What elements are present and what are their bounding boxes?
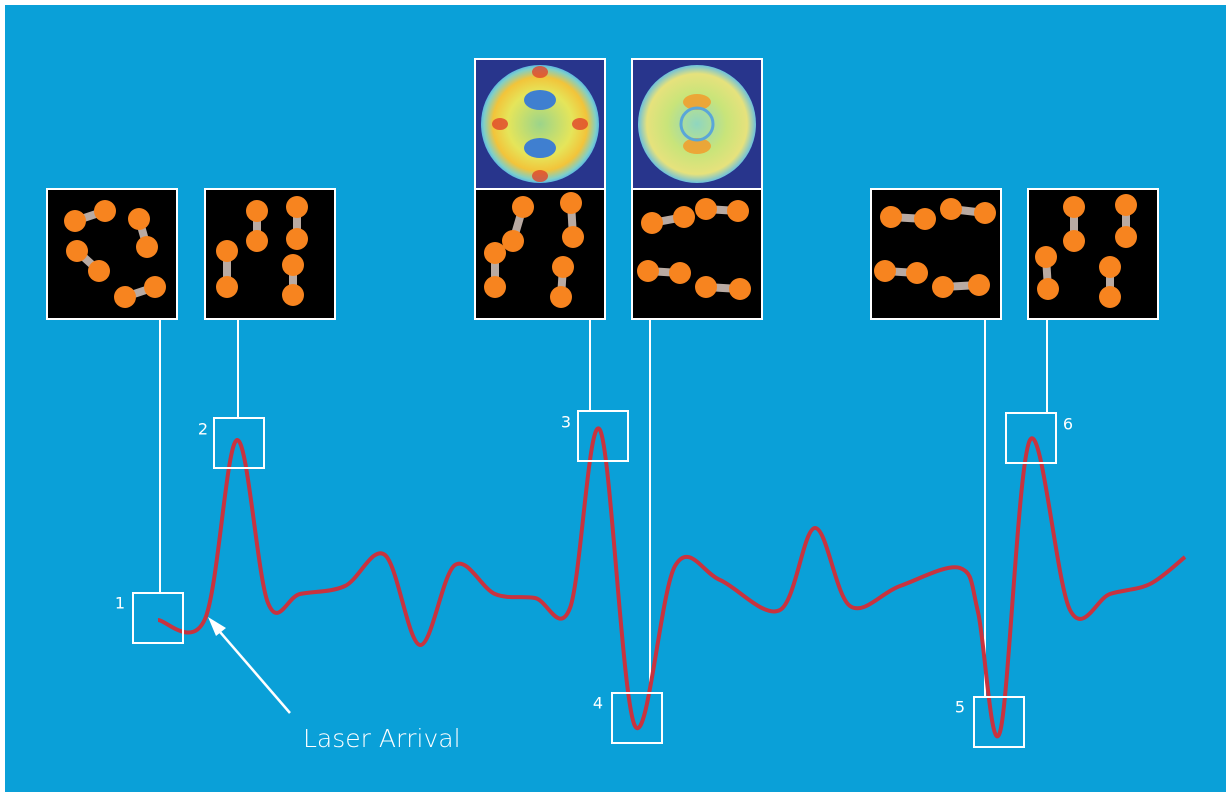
marker-box <box>1005 412 1057 464</box>
atom <box>1035 246 1057 268</box>
atom <box>1063 196 1085 218</box>
atom <box>695 276 717 298</box>
atom <box>64 210 86 232</box>
atom <box>695 198 717 220</box>
diffraction-lobe <box>524 138 556 158</box>
atom <box>932 276 954 298</box>
atom <box>282 254 304 276</box>
marker-label: 2 <box>198 420 208 439</box>
atom <box>874 260 896 282</box>
diffraction-disk <box>481 65 599 183</box>
atom <box>216 276 238 298</box>
atom <box>144 276 166 298</box>
diffraction-ring <box>679 106 715 142</box>
atom <box>906 262 928 284</box>
arrow-line <box>213 624 291 714</box>
atom <box>637 260 659 282</box>
atom <box>484 276 506 298</box>
diffraction-lobe <box>492 118 508 130</box>
atom <box>1063 230 1085 252</box>
atom <box>673 206 695 228</box>
background <box>5 5 1226 792</box>
atom <box>974 202 996 224</box>
atom <box>246 200 268 222</box>
atom <box>550 286 572 308</box>
markers: 1 2 3 4 5 6 <box>115 410 1073 748</box>
atom <box>1115 226 1137 248</box>
marker-label: 1 <box>115 594 125 613</box>
diffraction-disk <box>638 65 756 183</box>
signal-curve <box>157 426 1187 738</box>
marker-label: 5 <box>955 698 965 717</box>
atom <box>216 240 238 262</box>
diffraction-lobe <box>532 66 548 78</box>
atom <box>641 212 663 234</box>
layer <box>46 58 1159 697</box>
atom <box>1099 256 1121 278</box>
diffraction-lobe <box>532 170 548 182</box>
marker-box <box>132 592 184 644</box>
atom <box>562 226 584 248</box>
atom <box>729 278 751 300</box>
atom <box>1037 278 1059 300</box>
atom <box>1099 286 1121 308</box>
atom <box>512 196 534 218</box>
atom <box>1115 194 1137 216</box>
atom <box>502 230 524 252</box>
atom <box>560 192 582 214</box>
atom <box>940 198 962 220</box>
marker-box <box>213 417 265 469</box>
atom <box>484 242 506 264</box>
diffraction-lobe <box>683 94 711 110</box>
atom <box>128 208 150 230</box>
atom <box>94 200 116 222</box>
atom <box>136 236 158 258</box>
arrow-head <box>208 617 226 636</box>
marker-box <box>973 696 1025 748</box>
annotation: Laser Arrival <box>303 724 461 753</box>
atom <box>246 230 268 252</box>
marker-label: 6 <box>1063 415 1073 434</box>
atom <box>114 286 136 308</box>
diffraction-lobe <box>683 138 711 154</box>
atom <box>968 274 990 296</box>
diffraction-lobe <box>524 90 556 110</box>
marker-box <box>577 410 629 462</box>
marker-label: 4 <box>593 694 603 713</box>
atom <box>880 206 902 228</box>
atom <box>66 240 88 262</box>
atom <box>282 284 304 306</box>
atom <box>552 256 574 278</box>
diffraction-lobe <box>572 118 588 130</box>
atom <box>88 260 110 282</box>
marker-box <box>611 692 663 744</box>
marker-label: 3 <box>561 413 571 432</box>
atom <box>286 196 308 218</box>
atom <box>669 262 691 284</box>
atom <box>914 208 936 230</box>
atom <box>286 228 308 250</box>
atom <box>727 200 749 222</box>
